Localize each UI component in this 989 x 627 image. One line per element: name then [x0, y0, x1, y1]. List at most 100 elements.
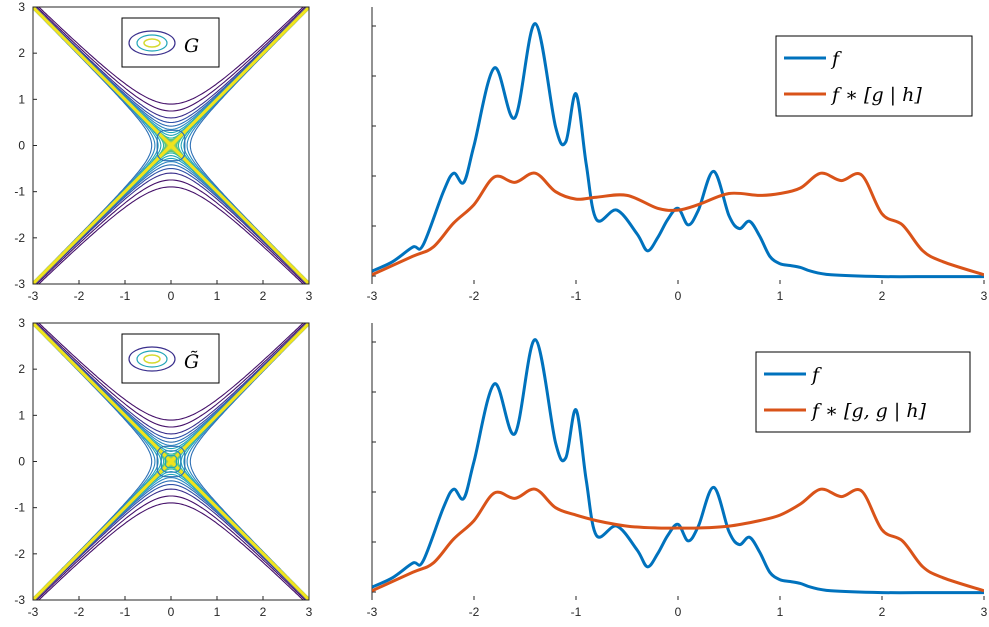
y-tick-label: 0	[18, 139, 25, 153]
contour-line	[34, 323, 308, 435]
x-tick-label: -3	[28, 605, 39, 619]
x-tick-label: 0	[675, 289, 682, 303]
x-tick-label: -1	[120, 605, 131, 619]
contour-line	[33, 465, 309, 600]
panel-top-left: -3 -2 -1 0 1 2 3 3 2 1 0 -1 -2 -3 G	[14, 0, 313, 303]
diagonal-ridge	[33, 7, 309, 284]
icon-ring	[128, 346, 176, 372]
legend-box	[755, 351, 971, 433]
series-line-0	[372, 22, 984, 279]
x-tick-label: -1	[120, 289, 131, 303]
series-line-0	[372, 338, 984, 595]
contour-line	[33, 145, 309, 284]
y-tick-label: 1	[18, 92, 25, 106]
legend-label: f ∗ [g | h]	[830, 84, 922, 106]
x-tick-label: -2	[74, 289, 85, 303]
x-tick-label: 0	[168, 289, 175, 303]
legend-label: f ∗ [g, g | h]	[810, 400, 927, 422]
x-tick-label: -3	[367, 605, 378, 619]
x-tick-label: 1	[777, 289, 784, 303]
ellipse-contour-icon	[128, 30, 176, 56]
x-tick-label: 1	[214, 289, 221, 303]
y-tick-label: 3	[18, 0, 25, 14]
y-tick-label: 3	[18, 316, 25, 330]
x-tick-label: 3	[981, 289, 988, 303]
legend-box	[121, 17, 220, 68]
x-tick-label: 2	[879, 605, 886, 619]
contour-line	[33, 7, 309, 124]
x-tick-label: -2	[74, 605, 85, 619]
contour-line	[33, 164, 309, 284]
contour-line	[33, 167, 309, 284]
contour-line	[36, 495, 306, 600]
contour-line	[33, 480, 309, 600]
panel-bottom-left: -3 -2 -1 0 1 2 3 3 2 1 0 -1 -2 -3 G̃	[14, 316, 313, 619]
contour-line	[33, 473, 309, 600]
x-tick-label: 0	[168, 605, 175, 619]
legend-box	[775, 35, 973, 117]
contour-line	[38, 323, 304, 421]
y-tick-label: -1	[14, 185, 25, 199]
y-tick-label: 2	[18, 46, 25, 60]
series-line-1	[372, 171, 984, 277]
contour-line	[33, 463, 309, 600]
contour-line	[34, 7, 308, 119]
x-tick-label: 3	[981, 605, 988, 619]
contour-line	[34, 172, 308, 284]
diagonal-ridge	[33, 323, 309, 600]
x-tick-label: -2	[469, 605, 480, 619]
contour-line	[33, 155, 309, 284]
icon-ring	[136, 350, 168, 368]
icon-ring	[136, 34, 168, 52]
x-tick-label: 1	[214, 605, 221, 619]
center-contour	[156, 445, 186, 478]
x-tick-label: -1	[571, 289, 582, 303]
x-tick-label: -3	[367, 289, 378, 303]
legend-box	[121, 333, 220, 384]
y-tick-label: -1	[14, 501, 25, 515]
ellipse-contour-icon	[128, 346, 176, 372]
series-lines	[372, 338, 984, 595]
contour-line	[33, 483, 309, 600]
contour-line	[33, 152, 309, 284]
contour-line	[33, 468, 309, 600]
contour-line	[33, 157, 309, 284]
center-contour	[156, 129, 186, 162]
x-tick-label: -2	[469, 289, 480, 303]
x-tick-label: 2	[879, 289, 886, 303]
x-tick-label: -1	[571, 605, 582, 619]
x-tick-label: 2	[260, 605, 267, 619]
contour-line	[33, 161, 309, 284]
contour-line	[38, 7, 304, 105]
icon-ring	[143, 354, 161, 364]
y-tick-label: -2	[14, 231, 25, 245]
series-line-1	[372, 487, 984, 593]
x-tick-label: 1	[777, 605, 784, 619]
icon-ring	[143, 38, 161, 48]
contour-line	[36, 323, 306, 428]
legend-label: f	[810, 364, 822, 386]
x-tick-label: 3	[306, 289, 313, 303]
contour-line	[38, 186, 304, 284]
y-tick-label: 2	[18, 362, 25, 376]
y-tick-label: -2	[14, 547, 25, 561]
legend-label: f	[830, 48, 842, 70]
x-tick-label: 2	[260, 289, 267, 303]
legend-label: G̃	[184, 351, 199, 373]
contour-line	[33, 323, 309, 440]
x-tick-label: -3	[28, 289, 39, 303]
contour-lines	[33, 323, 309, 600]
contour-line	[36, 179, 306, 284]
y-tick-label: -3	[14, 277, 25, 291]
y-tick-label: -3	[14, 593, 25, 607]
x-tick-label: 3	[306, 605, 313, 619]
center-contour	[164, 454, 178, 469]
contour-line	[33, 471, 309, 600]
icon-ring	[128, 30, 176, 56]
y-tick-label: 1	[18, 408, 25, 422]
contour-line	[33, 147, 309, 284]
contour-line	[34, 488, 308, 600]
contour-line	[33, 477, 309, 600]
contour-line	[33, 461, 309, 600]
